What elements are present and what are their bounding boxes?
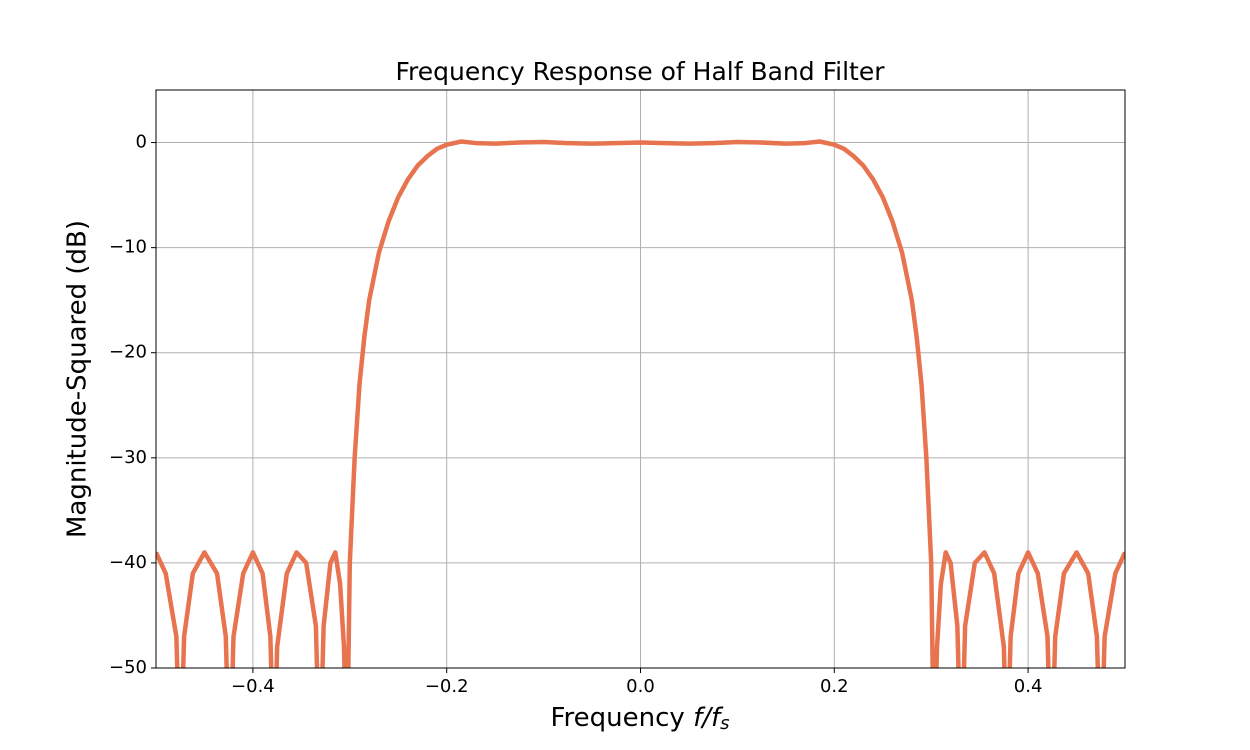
y-tick-label: −40	[109, 552, 147, 573]
x-axis-label: Frequency f/fs	[550, 703, 729, 735]
y-axis-label: Magnitude-Squared (dB)	[63, 220, 93, 538]
y-tick-label: −20	[109, 342, 147, 363]
x-label-math: f/f	[693, 703, 724, 733]
y-tick-label: −10	[109, 237, 147, 258]
x-label-subscript: s	[720, 713, 729, 734]
x-tick-label: 0.4	[1014, 676, 1043, 697]
x-tick-label: −0.4	[231, 676, 275, 697]
x-tick-label: 0.2	[820, 676, 849, 697]
chart-title: Frequency Response of Half Band Filter	[395, 57, 885, 86]
x-label-text: Frequency	[550, 703, 684, 733]
x-tick-label: 0.0	[626, 676, 655, 697]
y-tick-label: 0	[136, 132, 147, 153]
data-line	[156, 139, 1125, 668]
x-tick-label: −0.2	[425, 676, 469, 697]
y-tick-label: −30	[109, 447, 147, 468]
y-tick-label: −50	[109, 657, 147, 678]
